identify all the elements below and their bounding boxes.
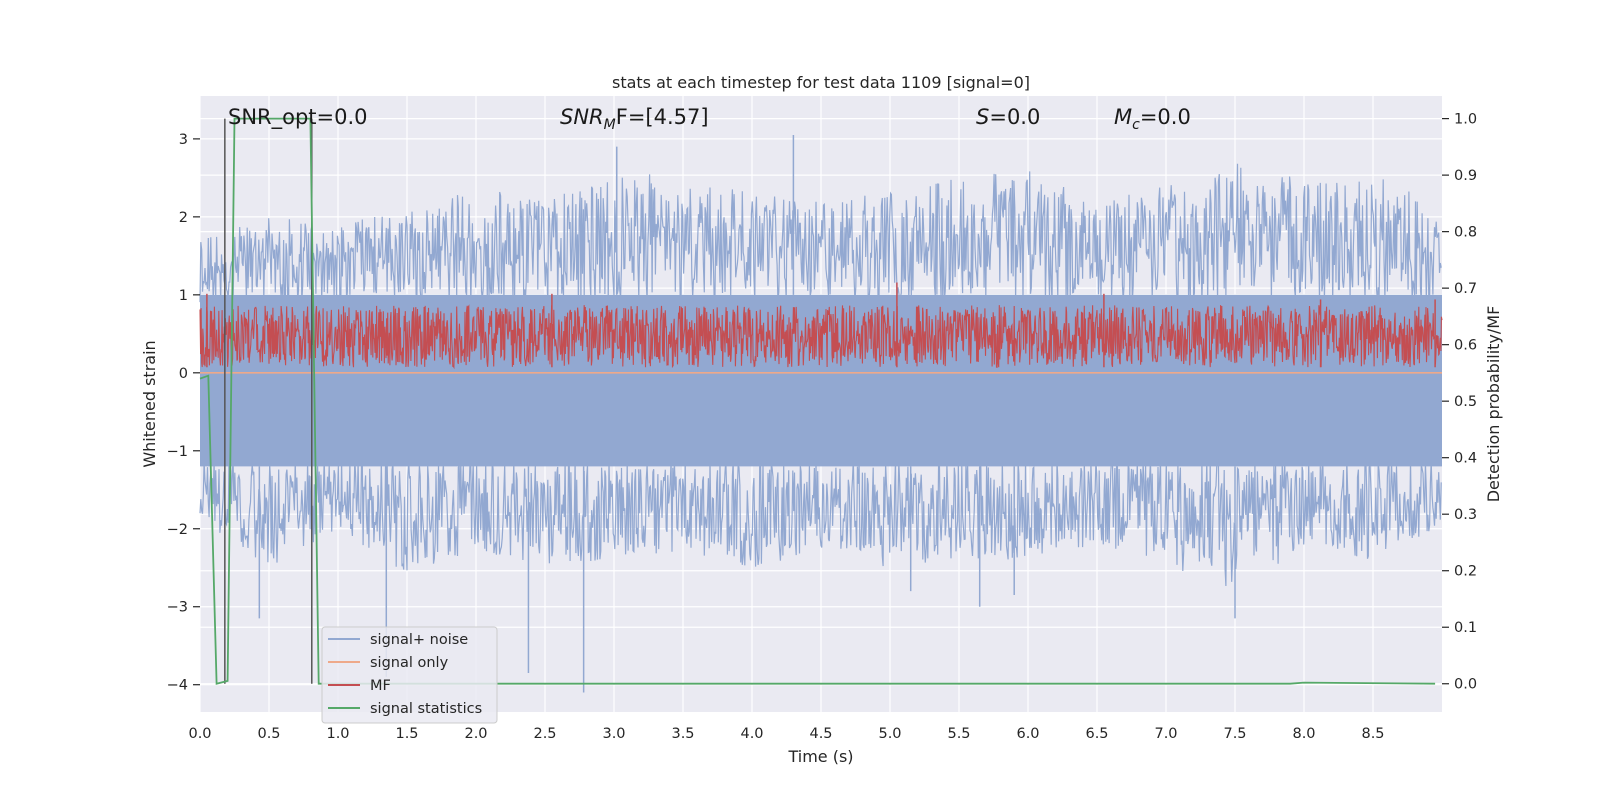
x-tick-label: 4.0 [740, 726, 763, 742]
y-right-axis-label: Detection probability/MF [1484, 306, 1503, 503]
x-tick-label: 6.5 [1085, 726, 1108, 742]
x-tick-label: 5.5 [947, 726, 970, 742]
x-tick-label: 7.0 [1154, 726, 1177, 742]
x-tick-label: 4.5 [809, 726, 832, 742]
x-tick-label: 1.0 [326, 726, 349, 742]
x-tick-label: 1.5 [395, 726, 418, 742]
y-left-tick-label: 1 [179, 288, 188, 304]
x-tick-label: 2.0 [464, 726, 487, 742]
legend: signal+ noise signal only MF signal stat… [321, 626, 498, 724]
annotation-snr-mf-rest: F=[4.57] [616, 105, 709, 129]
y-left-tick-label: −2 [167, 522, 188, 538]
annotation-snr-mf: SNRMF=[4.57] [560, 105, 709, 133]
legend-box [321, 626, 498, 724]
y-left-tick-label: −3 [167, 600, 188, 616]
y-left-tick-label: 2 [179, 210, 188, 226]
x-tick-label: 3.5 [671, 726, 694, 742]
y-left-tick-label: 3 [179, 132, 188, 148]
y-right-tick-label: 0.5 [1454, 394, 1477, 410]
y-left-tick-label: 0 [179, 366, 188, 382]
lines-layer [199, 117, 1436, 685]
legend-label-signal-only: signal only [370, 655, 449, 671]
y-right-tick-label: 0.1 [1454, 620, 1477, 636]
x-axis-label: Time (s) [787, 747, 853, 766]
y-right-ticks: 0.0 0.1 0.2 0.3 0.4 0.5 0.6 0.7 0.8 0.9 1.0 [1442, 112, 1477, 693]
annotation-s-main: S [976, 105, 989, 129]
annotation-snr-mf-sub: M [604, 117, 616, 133]
y-right-tick-label: 1.0 [1454, 112, 1477, 128]
x-tick-label: 7.5 [1223, 726, 1246, 742]
y-left-axis-label: Whitened strain [140, 340, 159, 467]
x-tick-label: 8.5 [1361, 726, 1384, 742]
x-tick-label: 5.0 [878, 726, 901, 742]
y-left-ticks: −4 −3 −2 −1 0 1 2 3 [167, 132, 200, 694]
chart-title: stats at each timestep for test data 110… [612, 73, 1030, 92]
legend-label-signal-noise: signal+ noise [370, 632, 468, 648]
mf-line [199, 304, 1443, 370]
y-left-tick-label: −4 [167, 678, 188, 694]
y-left-tick-label: −1 [167, 444, 188, 460]
annotation-mc-main: M [1114, 105, 1132, 129]
y-right-tick-label: 0.7 [1454, 281, 1477, 297]
y-right-tick-label: 0.8 [1454, 225, 1477, 241]
annotation-s-rest: =0.0 [989, 105, 1040, 129]
x-tick-label: 8.0 [1292, 726, 1315, 742]
annotation-mc-rest: =0.0 [1140, 105, 1191, 129]
x-tick-label: 0.5 [257, 726, 280, 742]
legend-label-signal-statistics: signal statistics [370, 701, 482, 717]
y-right-tick-label: 0.3 [1454, 507, 1477, 523]
annotation-mc: Mc=0.0 [1114, 105, 1191, 133]
series-layer [199, 134, 1443, 693]
y-right-tick-label: 0.9 [1454, 168, 1477, 184]
x-ticks: 0.0 0.5 1.0 1.5 2.0 2.5 3.0 3.5 4.0 4.5 5.0 5.5 6.0 6… [188, 726, 1384, 742]
y-right-tick-label: 0.4 [1454, 451, 1477, 467]
x-tick-label: 6.0 [1016, 726, 1039, 742]
annotation-snr-mf-main: SNR [560, 105, 604, 129]
x-tick-label: 0.0 [188, 726, 211, 742]
x-tick-label: 2.5 [533, 726, 556, 742]
y-right-tick-label: 0.0 [1454, 677, 1477, 693]
signal-noise-upper [199, 163, 1442, 305]
annotation-mc-sub: c [1132, 117, 1140, 133]
annotation-snr-opt: SNR_opt=0.0 [228, 105, 368, 130]
signal-statistics-line [199, 117, 1436, 685]
legend-label-mf: MF [370, 678, 391, 694]
y-right-tick-label: 0.6 [1454, 338, 1477, 354]
annotation-s: S=0.0 [976, 105, 1040, 129]
y-right-tick-label: 0.2 [1454, 564, 1477, 580]
x-tick-label: 3.0 [602, 726, 625, 742]
